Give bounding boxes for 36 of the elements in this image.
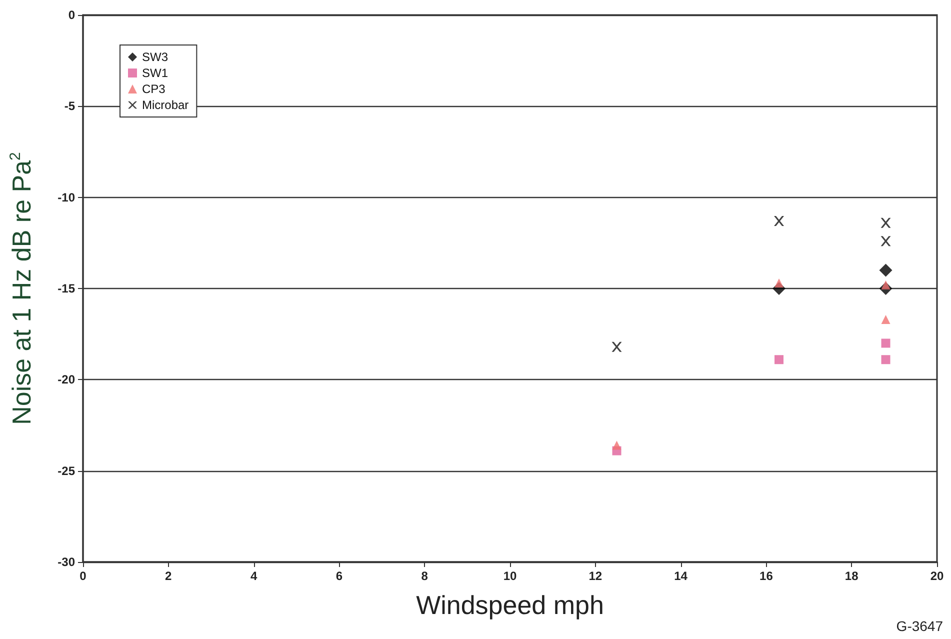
x-tick-label: 8: [421, 569, 428, 583]
y-tick-label: -10: [58, 190, 76, 204]
point: [774, 216, 784, 226]
x-tick-label: 18: [844, 569, 859, 583]
legend-label: SW3: [142, 50, 168, 64]
point: [881, 355, 890, 364]
y-tick-label: -5: [64, 99, 76, 114]
point: [774, 355, 784, 364]
point: [612, 440, 622, 450]
point: [881, 338, 890, 348]
x-tick-label: 12: [588, 569, 602, 583]
x-tick-label: 16: [760, 569, 774, 583]
x-axis-title: Windspeed mph: [416, 590, 604, 620]
x-tick-label: 4: [250, 569, 258, 583]
x-tick-label: 0: [80, 569, 87, 583]
point: [879, 264, 892, 277]
y-tick-label: -25: [58, 464, 76, 478]
y-tick-label: -30: [58, 555, 76, 569]
legend-label: Microbar: [142, 98, 189, 112]
y-tick-label: 0: [68, 8, 76, 22]
point: [880, 218, 891, 228]
point: [880, 236, 891, 246]
y-tick-label: -15: [58, 282, 76, 296]
y-axis-title: Noise at 1 Hz dB re Pa2: [6, 152, 36, 425]
legend-label: CP3: [142, 82, 166, 96]
text: G-3647: [896, 618, 944, 634]
x-tick-label: 10: [503, 569, 517, 583]
point: [774, 278, 784, 288]
y-tick-label: -20: [58, 372, 76, 387]
point: [881, 314, 890, 324]
x-tick-label: 6: [336, 569, 343, 583]
x-tick-label: 14: [674, 569, 688, 583]
legend-label: SW1: [142, 66, 168, 80]
x-tick-label: 20: [930, 569, 944, 583]
x-tick-label: 2: [165, 569, 172, 583]
point: [612, 342, 622, 352]
